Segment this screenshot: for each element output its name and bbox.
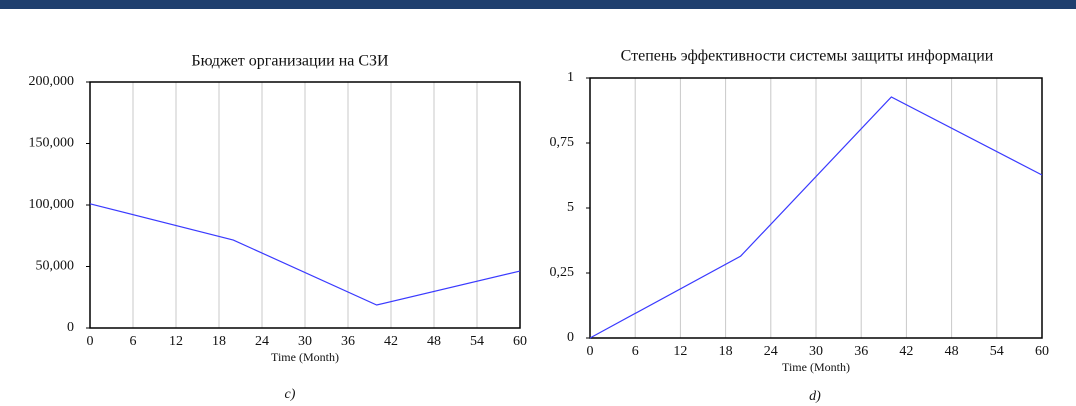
caption: d) [809,389,821,404]
y-tick-label: 0 [567,330,574,345]
chart-title: Степень эффективности системы защиты инф… [621,48,994,65]
x-tick-label: 30 [298,334,312,349]
data-line [89,203,521,306]
y-tick-label: 50,000 [36,259,75,274]
x-tick-label: 36 [854,344,868,359]
x-tick-label: 60 [1035,344,1049,359]
y-tick-label: 0,25 [550,265,575,280]
x-tick-label: 6 [632,344,639,359]
x-tick-label: 6 [130,334,137,349]
x-tick-label: 12 [169,334,183,349]
y-tick-label: 200,000 [29,74,75,89]
x-tick-label: 54 [470,334,484,349]
y-tick-label: 100,000 [29,197,75,212]
x-tick-label: 0 [587,344,594,359]
x-tick-label: 18 [719,344,733,359]
x-tick-label: 24 [764,344,778,359]
top-bar [0,0,1076,9]
x-tick-label: 54 [990,344,1004,359]
x-tick-label: 48 [945,344,959,359]
y-tick-label: 5 [567,200,574,215]
y-tick-label: 150,000 [29,136,75,151]
chart-title: Бюджет организации на СЗИ [191,53,389,70]
plot-frame [89,81,521,329]
x-tick-label: 48 [427,334,441,349]
y-tick-label: 1 [567,70,574,85]
data-line [589,96,1043,339]
x-tick-label: 42 [899,344,913,359]
plot-frame [589,77,1043,339]
x-tick-label: 12 [673,344,687,359]
caption: c) [285,387,296,402]
x-axis-label: Time (Month) [782,360,850,374]
y-tick-label: 0,75 [550,135,575,150]
x-tick-label: 36 [341,334,355,349]
x-tick-label: 60 [513,334,527,349]
x-tick-label: 30 [809,344,823,359]
x-tick-label: 0 [87,334,94,349]
x-tick-label: 24 [255,334,269,349]
x-tick-label: 42 [384,334,398,349]
x-axis-label: Time (Month) [271,350,339,364]
x-tick-label: 18 [212,334,226,349]
y-tick-label: 0 [67,320,74,335]
